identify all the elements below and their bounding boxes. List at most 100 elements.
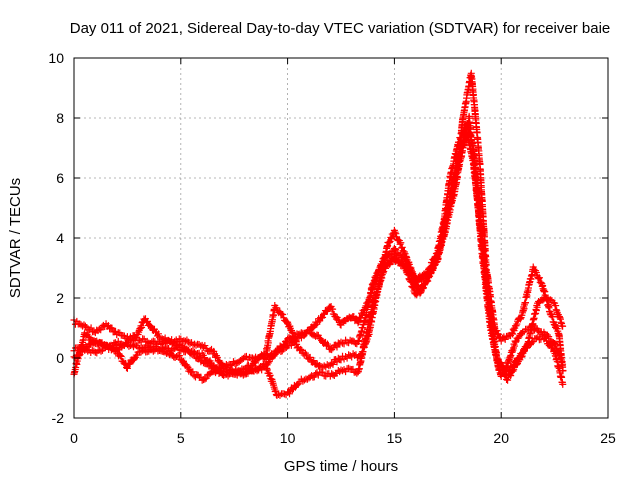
data-point <box>191 350 199 358</box>
data-point <box>559 322 567 330</box>
data-point <box>516 315 524 323</box>
data-point <box>202 374 210 382</box>
data-point <box>175 352 183 360</box>
data-point <box>397 239 405 247</box>
data-point <box>126 360 134 368</box>
data-point <box>408 273 416 281</box>
data-point <box>512 322 520 330</box>
data-point <box>339 367 347 375</box>
data-point <box>97 347 105 355</box>
data-point <box>520 348 528 356</box>
axis-ticks: 0 5 10 15 20 25 -2 0 2 4 6 8 10 <box>48 50 616 446</box>
data-point <box>412 280 420 288</box>
data-point <box>342 368 350 376</box>
data-point <box>559 380 567 388</box>
data-point <box>117 352 125 360</box>
data-point <box>192 341 200 349</box>
data-point <box>535 274 543 282</box>
data-point <box>521 347 529 355</box>
data-point <box>181 337 189 345</box>
data-point <box>227 362 235 370</box>
data-point <box>131 355 139 363</box>
data-point <box>301 330 309 338</box>
data-point <box>303 351 311 359</box>
data-point <box>201 342 209 350</box>
x-tick-label: 25 <box>600 430 616 446</box>
data-point <box>297 345 305 353</box>
data-point <box>345 364 353 372</box>
data-point <box>392 230 400 238</box>
data-point <box>154 330 162 338</box>
data-point <box>87 324 95 332</box>
data-point <box>516 356 524 364</box>
data-point <box>545 333 553 341</box>
data-point <box>276 391 284 399</box>
data-point <box>419 285 427 293</box>
data-point <box>427 269 435 277</box>
y-tick-label: 4 <box>56 230 64 246</box>
data-point <box>532 269 540 277</box>
data-point <box>310 357 318 365</box>
data-point <box>363 299 371 307</box>
series-2 <box>70 129 567 400</box>
data-point <box>264 359 272 367</box>
data-point <box>146 322 154 330</box>
data-point <box>123 364 131 372</box>
data-point <box>300 376 308 384</box>
data-point <box>116 352 124 360</box>
data-point <box>340 340 348 348</box>
data-point <box>248 361 256 369</box>
data-point <box>292 338 300 346</box>
data-point <box>143 317 151 325</box>
chart-title: Day 011 of 2021, Sidereal Day-to-day VTE… <box>70 20 611 37</box>
y-tick-label: 8 <box>56 110 64 126</box>
y-tick-label: 0 <box>56 350 64 366</box>
y-tick-label: 10 <box>48 50 64 66</box>
data-point <box>108 324 116 332</box>
data-points <box>70 69 567 400</box>
data-point <box>84 332 92 340</box>
data-point <box>337 356 345 364</box>
data-point <box>81 322 89 330</box>
data-point <box>507 372 515 380</box>
data-point <box>391 228 399 236</box>
series-4 <box>70 112 567 384</box>
data-point <box>517 353 525 361</box>
x-tick-label: 15 <box>387 430 403 446</box>
data-point <box>504 376 512 384</box>
data-point <box>417 288 425 296</box>
data-point <box>252 359 260 367</box>
data-point <box>139 347 147 355</box>
data-point <box>242 352 250 360</box>
data-point <box>514 358 522 366</box>
data-point <box>354 319 362 327</box>
data-point <box>424 273 432 281</box>
data-point <box>543 331 551 339</box>
data-point <box>512 361 520 369</box>
y-axis-label: SDTVAR / TECUs <box>7 178 24 298</box>
y-tick-label: 6 <box>56 170 64 186</box>
data-point <box>493 327 501 335</box>
data-point <box>235 367 243 375</box>
x-axis-label: GPS time / hours <box>284 458 398 475</box>
data-point <box>398 243 406 251</box>
data-point <box>405 265 413 273</box>
data-point <box>425 274 433 282</box>
data-point <box>392 246 400 254</box>
data-point <box>413 281 421 289</box>
x-tick-label: 10 <box>280 430 296 446</box>
data-point <box>318 314 326 322</box>
y-tick-label: -2 <box>52 410 65 426</box>
data-point <box>496 365 504 373</box>
data-point <box>273 304 281 312</box>
x-tick-label: 5 <box>177 430 185 446</box>
data-point <box>355 317 363 325</box>
data-point <box>494 330 502 338</box>
data-point <box>230 368 238 376</box>
data-point <box>287 341 295 349</box>
data-point <box>337 338 345 346</box>
data-point <box>274 390 282 398</box>
data-point <box>286 390 294 398</box>
data-point <box>559 366 567 374</box>
data-point <box>532 334 540 342</box>
